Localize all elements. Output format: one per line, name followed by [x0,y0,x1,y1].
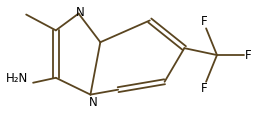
Text: F: F [201,15,207,28]
Text: H₂N: H₂N [6,72,28,85]
Text: F: F [201,82,207,95]
Text: N: N [76,6,85,19]
Text: F: F [245,49,252,62]
Text: N: N [89,96,98,109]
